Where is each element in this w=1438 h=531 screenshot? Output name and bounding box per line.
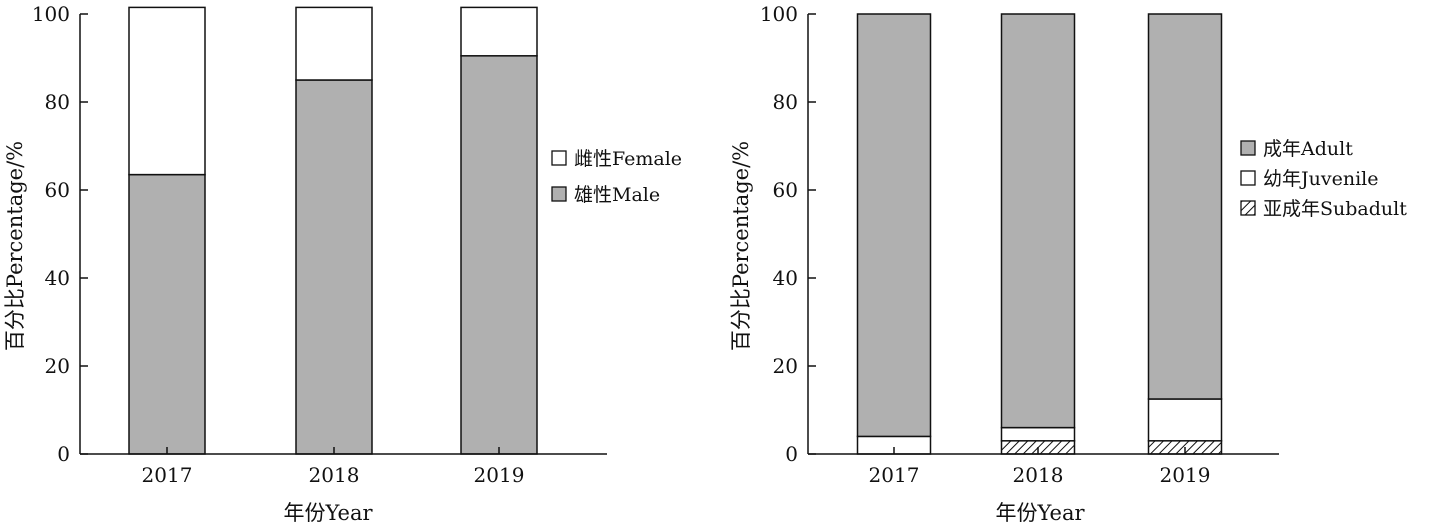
y-tick-label: 100 <box>760 2 798 26</box>
legend: 成年Adult 幼年Juvenile 亚成年Subadult <box>1240 138 1407 220</box>
y-axis-title: 百分比Percentage/% <box>3 141 27 351</box>
bar-segment <box>128 173 206 455</box>
bar-segment <box>1147 13 1223 400</box>
y-axis-title: 百分比Percentage/% <box>729 141 753 351</box>
bar-segment <box>1000 426 1076 442</box>
legend-label: 成年Adult <box>1263 138 1353 160</box>
y-tick-label: 20 <box>773 354 798 378</box>
x-axis-title: 年份Year <box>995 501 1085 525</box>
legend-swatch <box>1240 170 1256 186</box>
x-tick-label: 2019 <box>1160 463 1211 487</box>
legend-label: 幼年Juvenile <box>1263 168 1378 190</box>
y-tick-label: 60 <box>773 178 798 202</box>
x-tick-label: 2019 <box>474 463 525 487</box>
legend: 雌性Female 雄性Male <box>551 148 682 206</box>
x-tick-label: 2018 <box>1013 463 1064 487</box>
x-tick-label: 2017 <box>142 463 193 487</box>
bar-segment <box>128 6 206 176</box>
x-tick-label: 2018 <box>309 463 360 487</box>
y-tick-label: 100 <box>32 2 70 26</box>
chart-panel-1: 0 20 40 60 80 100 2017 2018 2019 年份Year 百分比Percent… <box>3 2 682 525</box>
bar-segment <box>856 13 932 438</box>
x-tick-label: 2017 <box>869 463 920 487</box>
legend-label: 雄性Male <box>574 184 660 206</box>
x-axis-title: 年份Year <box>283 501 373 525</box>
bar-segment <box>460 55 538 455</box>
legend-label: 亚成年Subadult <box>1263 198 1407 220</box>
y-tick-label: 20 <box>45 354 70 378</box>
y-tick-label: 80 <box>773 90 798 114</box>
legend-label: 雌性Female <box>574 148 682 170</box>
y-tick-label: 80 <box>45 90 70 114</box>
legend-swatch <box>1240 140 1256 156</box>
y-tick-label: 60 <box>45 178 70 202</box>
bar-segment <box>460 6 538 57</box>
y-tick-label: 0 <box>57 442 70 466</box>
y-tick-label: 40 <box>773 266 798 290</box>
y-tick-label: 40 <box>45 266 70 290</box>
chart-panel-2: 0 20 40 60 80 100 2017 2018 2019 年份Year 百分比Percent… <box>729 2 1407 525</box>
y-tick-label: 0 <box>785 442 798 466</box>
bar-segment <box>295 6 373 81</box>
legend-swatch <box>1240 200 1256 216</box>
bar-segment <box>1147 398 1223 442</box>
bar-segment <box>1000 13 1076 429</box>
legend-swatch <box>551 150 567 166</box>
legend-swatch <box>551 186 567 202</box>
bar-segment <box>295 79 373 455</box>
